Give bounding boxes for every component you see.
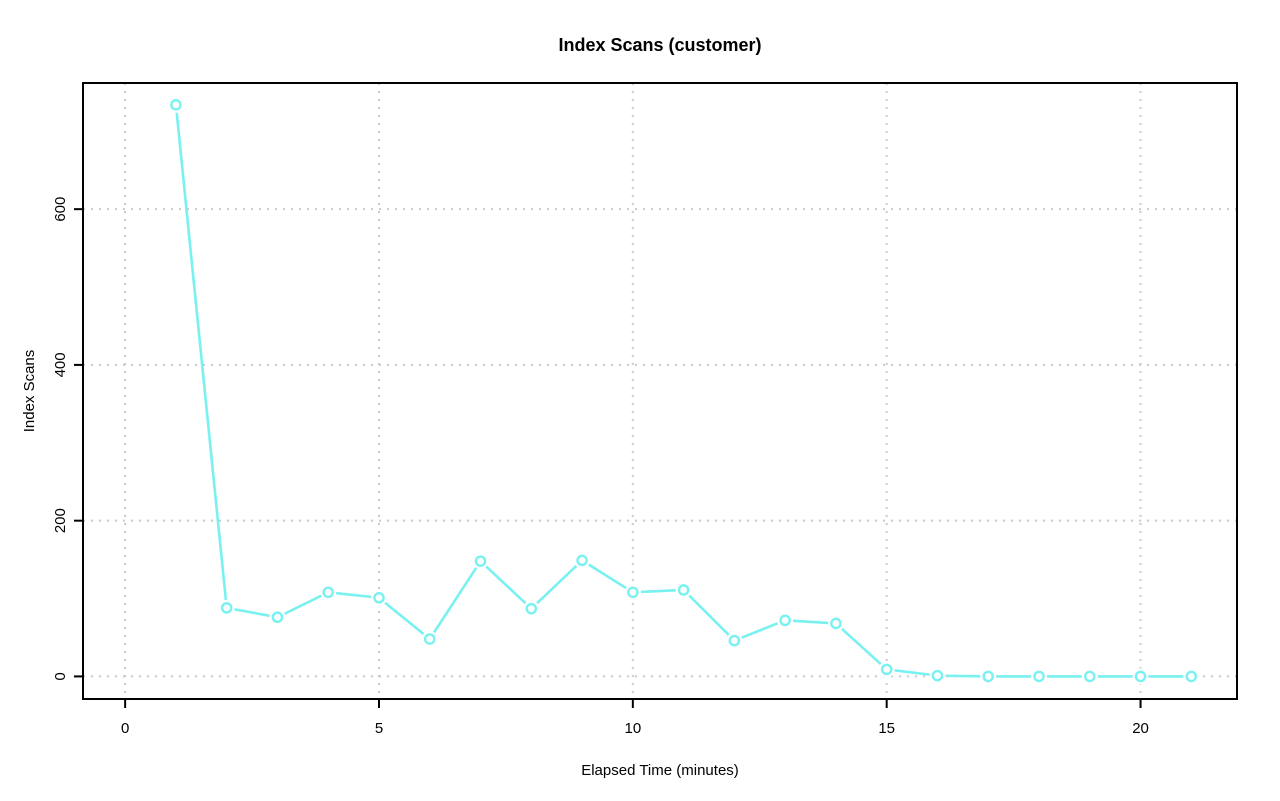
series-layer: [167, 96, 1200, 685]
y-tick-label: 400: [52, 352, 69, 377]
data-point-marker: [474, 555, 487, 567]
data-point-marker: [525, 602, 538, 615]
data-point-marker: [576, 554, 588, 567]
x-axis-label: Elapsed Time (minutes): [581, 762, 739, 779]
y-tick-label: 600: [52, 197, 69, 222]
data-point-marker: [830, 617, 842, 630]
data-point-marker: [322, 586, 335, 599]
data-point-marker: [373, 591, 385, 604]
x-tick-label: 15: [878, 720, 895, 737]
data-point-marker: [779, 614, 791, 627]
data-point-marker: [1033, 670, 1045, 683]
data-point-marker: [220, 602, 233, 614]
data-point-marker: [423, 633, 436, 645]
data-point-marker: [931, 669, 944, 682]
plot-border-box: [82, 82, 1238, 700]
x-tick-label: 5: [375, 720, 383, 737]
x-tick-label: 10: [624, 720, 641, 737]
data-point-marker: [170, 99, 182, 111]
grid-layer: [83, 83, 1237, 699]
data-point-marker: [880, 663, 893, 676]
data-point-marker: [728, 634, 741, 647]
data-point-marker: [982, 670, 995, 683]
data-point-marker: [677, 584, 690, 596]
chart-title: Index Scans (customer): [558, 35, 761, 55]
data-point-marker: [1134, 670, 1147, 683]
x-tick-label: 20: [1132, 720, 1149, 737]
data-point-marker: [1083, 670, 1096, 683]
data-point-marker: [1185, 670, 1198, 683]
y-tick-label: 200: [52, 508, 69, 533]
y-tick-label: 0: [52, 672, 69, 680]
data-point-marker: [627, 586, 639, 599]
data-point-marker: [271, 611, 284, 624]
y-axis-label: Index Scans: [21, 350, 38, 433]
x-tick-label: 0: [121, 720, 129, 737]
